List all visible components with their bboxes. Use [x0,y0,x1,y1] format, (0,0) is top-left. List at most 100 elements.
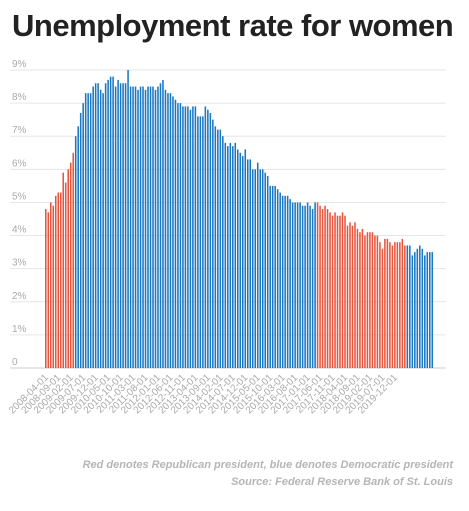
bar [419,245,421,368]
bar [49,202,52,368]
bar [334,212,336,368]
bar [409,245,411,368]
bar [189,109,192,368]
bar [239,152,242,368]
bar [344,215,346,368]
bar [266,175,269,368]
bar-chart: 0 1% 2% 3% 4% 5% 6% 7% 8% 9% 2008-04-012008-09-01… [7,59,446,416]
bar [264,172,266,368]
bar [426,252,429,368]
bar [89,93,92,369]
bar [359,232,361,368]
y-tick-label: 5% [12,191,27,202]
bar [304,205,306,368]
bar [132,86,134,368]
bar [157,86,159,368]
bar [341,212,344,368]
bar [296,202,299,368]
bar [424,255,426,368]
bar [371,232,374,368]
bar [384,238,386,368]
bar [67,169,69,368]
bar [274,185,276,368]
bar [229,142,232,368]
bar [207,109,209,368]
bar [381,248,384,368]
y-tick-label: 4% [12,225,27,236]
bar [179,103,182,369]
bar [351,225,354,368]
bar [309,205,311,368]
bars [45,70,434,369]
bar [234,142,237,368]
bar [299,202,301,368]
bar [59,192,62,368]
bar [369,232,371,368]
bar [202,116,204,368]
bar [237,149,239,368]
bar [336,215,339,368]
bar [301,205,304,368]
bar [364,235,366,368]
chart-title: Unemployment rate for women [12,8,454,43]
bar [197,116,199,368]
bar [329,212,331,368]
bar [401,238,404,368]
y-tick-label: 7% [12,125,27,136]
y-tick-label: 1% [12,324,27,335]
bar [219,129,222,368]
bar [84,93,87,369]
bar [259,169,261,368]
bar [87,93,89,369]
bar [57,192,60,368]
bar [147,86,149,368]
bar [77,126,79,368]
y-tick-label: 9% [12,59,27,70]
bar [117,79,119,369]
bar [177,103,179,369]
bar [82,103,84,369]
bar [74,136,77,368]
bar [346,225,349,368]
bar [321,209,324,368]
bar [102,93,104,369]
bar [107,79,109,369]
bar [279,192,281,368]
bar [391,245,394,368]
y-tick-label: 0 [12,357,18,368]
bar [244,149,247,368]
bar [251,169,254,368]
bar [354,222,356,368]
bar [172,96,174,369]
bar [64,182,67,368]
bar [182,106,184,369]
bar [254,169,257,368]
bar [376,235,379,368]
bar [199,116,202,368]
bar [184,106,187,369]
bar [294,202,296,368]
bar [72,152,74,368]
y-tick-label: 8% [12,92,27,103]
bar [431,252,434,368]
bar [374,235,376,368]
bar [289,199,291,368]
bar [142,86,144,368]
bar [152,86,154,368]
y-tick-label: 6% [12,158,27,169]
bar [276,189,279,368]
bar [139,86,142,368]
bar [404,245,406,368]
bar [119,83,122,369]
bar [62,172,65,368]
bar [416,248,419,368]
bar [306,202,309,368]
bar [379,242,381,368]
bar [114,86,117,368]
bar [271,185,274,368]
bar [129,86,132,368]
bar [99,89,102,369]
bar [429,252,431,368]
bar [159,83,162,369]
bar [339,215,341,368]
